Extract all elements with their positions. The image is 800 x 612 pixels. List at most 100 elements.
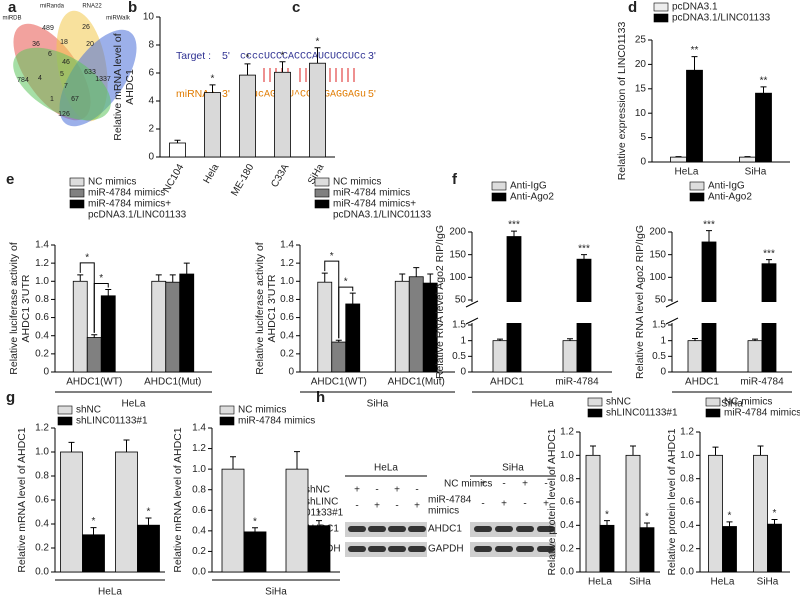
y-tick-label: 1 [660,335,666,346]
legend-swatch [69,199,85,209]
bar [82,534,105,573]
bar [562,340,578,373]
y-tick-label: 0.4 [35,330,49,341]
x-tick-label: AHDC1 [685,377,719,388]
legend-label: miR-4784 mimics [238,416,315,427]
group-label: SiHa [265,587,287,598]
blot-band [348,526,366,532]
blot-band [516,546,534,552]
y-tick-label: 1 [460,335,466,346]
y-tick-label: 1.0 [35,447,49,458]
y-tick-label: 1.4 [192,423,206,434]
y-tick-label: 0.2 [192,546,206,557]
y-axis-label: Relative mRNA level of [112,33,124,140]
bracket [338,286,354,339]
legend-label: pcDNA3.1 [672,2,718,13]
error-bar [321,272,328,283]
error-bar [706,230,712,242]
y-tick-label: 1.4 [35,240,49,251]
bar [585,454,601,573]
condition-sign: - [544,479,547,490]
blot-band [474,526,492,532]
y-tick-label: 1.5 [652,320,666,331]
error-bar [294,451,300,470]
venn [13,10,137,127]
error-bar [209,84,216,93]
condition-sign: - [415,485,418,496]
error-bar [771,519,778,525]
y-tick-label: 0.6 [192,505,206,516]
error-bar [145,517,152,526]
condition-sign: - [395,501,398,512]
blot-band [474,546,492,552]
bar [492,340,508,373]
error-bar [691,56,698,71]
legend-label: miR-4784 mimics [724,408,800,419]
legend-swatch [69,177,85,187]
y-tick-label: 0.8 [192,484,206,495]
y-tick-label: 0 [148,152,154,163]
y-tick-label: 0.4 [280,330,294,341]
seq-mirna-end: 3' [222,88,230,100]
y-tick-label: 10 [635,108,647,119]
condition-label: NC mimics [444,479,492,490]
axis-break [464,302,614,323]
x-tick-label: SiHa [745,167,767,178]
legend-label: Anti-Ago2 [708,192,752,203]
blot-band [408,526,426,532]
bar [285,468,309,573]
y-tick-label: 0.8 [35,471,49,482]
legend-label: NC mimics [238,405,286,416]
error-bar [91,334,98,338]
error-bar [427,273,434,284]
legend-label: NC mimics [724,397,772,408]
venn-set-label: miRanda [40,4,65,10]
y-tick-label: 1.0 [680,450,694,461]
venn-count: 67 [71,96,79,103]
y-tick-label: 0.8 [35,294,49,305]
condition-sign: - [523,499,526,510]
y-axis-label: Relative RNA level Ago2 RIP/IgG [634,225,646,379]
venn-set [13,47,111,121]
blot-band [537,546,555,552]
bar [115,451,138,573]
condition-sign: - [481,499,484,510]
legend-label: shLINC01133#1 [606,408,678,419]
significance: * [246,53,250,64]
panel-label: h [316,389,325,406]
y-tick-label: 1.0 [280,276,294,287]
condition-sign: + [522,479,528,490]
legend-label: pcDNA3.1/LINC01133 [88,210,187,221]
condition-label: 01133#1 [305,508,344,519]
y-tick-label: 0 [460,367,466,378]
y-tick-label: 0.2 [680,543,694,554]
x-tick-label: miR-4784 [740,377,784,388]
significance: * [605,509,609,520]
condition-sign: + [414,501,420,512]
y-tick-label: 1.2 [280,258,294,269]
condition-sign: - [502,479,505,490]
blot-title: HeLa [374,463,398,474]
y-tick-label: 0.6 [560,497,574,508]
y-tick-label: 200 [649,227,666,238]
error-bar [726,521,733,527]
legend-swatch [57,416,73,426]
error-bar [757,445,764,456]
legend-swatch [314,188,330,198]
condition-sign: + [501,499,507,510]
legend-label: shNC [606,397,631,408]
y-tick-label: 200 [449,227,466,238]
y-axis-label: Relative protein level of AHDC1 [546,428,558,575]
blot-band [537,526,555,532]
y-tick-label: 0 [288,367,294,378]
bar [747,340,763,373]
legend-swatch [491,181,507,191]
x-tick-label: ME-180 [229,162,256,198]
error-bar [581,254,587,260]
legend-swatch [705,408,721,418]
y-axis-label: AHDC1 3'UTR [20,274,32,342]
bar [307,525,331,573]
venn-count: 36 [32,41,40,48]
blot-band [368,526,386,532]
